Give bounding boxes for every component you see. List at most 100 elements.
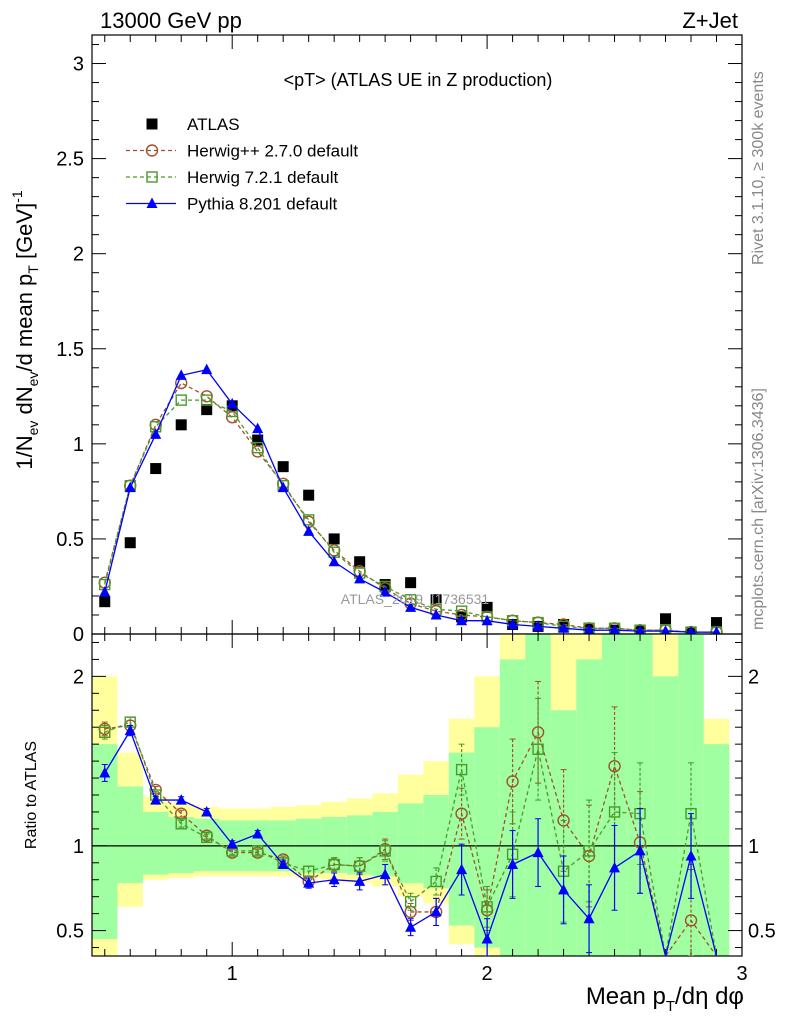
point-2-8 (302, 514, 315, 526)
point-3-8 (303, 525, 315, 536)
point-0-13 (430, 594, 442, 606)
x-axis-label: Mean pT/dη dφ (586, 983, 744, 1015)
ratio-point-2-2 (150, 794, 162, 805)
ratio-point-1-20 (608, 806, 621, 818)
ratio-point-1-0 (99, 726, 111, 738)
point-3-6 (252, 422, 264, 434)
legend-marker-2 (146, 171, 158, 183)
legend-marker-1 (145, 144, 159, 157)
point-3-18 (558, 622, 570, 633)
ratio-point-2-21 (634, 844, 646, 856)
point-3-22 (660, 625, 671, 634)
ratio-point-0-20 (608, 759, 621, 773)
ratio-point-2-20 (609, 861, 621, 873)
point-3-12 (405, 601, 417, 612)
y-tick-label: 1 (748, 836, 759, 858)
ratio-line-1 (104, 721, 718, 956)
point-3-5 (226, 397, 238, 409)
ratio-point-0-14 (455, 807, 468, 820)
svg-text:Mean pT/dη dφ: Mean pT/dη dφ (586, 983, 744, 1015)
point-0-11 (379, 579, 391, 591)
ratio-point-2-16 (507, 858, 519, 869)
ratio-point-2-1 (124, 724, 136, 736)
x-tick-label: 3 (736, 963, 747, 985)
x-tick-label: 1 (227, 963, 238, 985)
point-3-0 (99, 586, 111, 597)
legend: ATLAS Herwig++ 2.7.0 default Herwig 7.2.1 … (126, 115, 358, 214)
ratio-point-2-19 (583, 912, 595, 924)
point-3-10 (354, 572, 366, 584)
ratio-point-1-9 (328, 858, 340, 871)
y-tick-label: 1 (73, 836, 84, 858)
legend-label-3: Pythia 8.201 default (187, 195, 338, 214)
svg-text:1/Nev dNev/d mean pT [GeV]-1: 1/Nev dNev/d mean pT [GeV]-1 (9, 190, 41, 470)
point-0-1 (124, 537, 136, 549)
ratio-point-1-6 (251, 845, 264, 857)
y-tick-label: 2 (73, 244, 84, 266)
main-ylabel: 1/Nev dNev/d mean pT [GeV]-1 (9, 190, 41, 470)
point-3-1 (124, 481, 136, 493)
ratio-point-2-9 (328, 873, 340, 885)
header-right-label: Z+Jet (682, 8, 738, 33)
point-3-21 (635, 625, 645, 634)
ratio-point-2-7 (277, 858, 289, 869)
band-stat (703, 744, 730, 956)
ratio-point-2-10 (354, 875, 366, 886)
band-stat (168, 817, 194, 873)
point-0-12 (405, 577, 417, 589)
band-stat (142, 811, 169, 875)
point-3-9 (328, 555, 340, 567)
y-tick-label: 1 (73, 434, 84, 456)
chart-title: <pT> (ATLAS UE in Z production) (284, 70, 553, 90)
ratio-point-2-4 (201, 805, 213, 817)
ratio-panel: 0.5 0.5 1 1 2 2 1 2 3 (56, 633, 776, 985)
ratio-point-0-23 (684, 914, 698, 927)
point-0-9 (328, 533, 340, 545)
ratio-point-2-5 (226, 838, 238, 849)
point-3-24 (712, 626, 721, 634)
ratio-point-2-3 (175, 794, 187, 805)
legend-marker-0 (146, 118, 158, 130)
ratio-point-1-8 (302, 865, 315, 877)
legend-label-1: Herwig++ 2.7.0 default (187, 142, 358, 161)
point-2-3 (175, 394, 187, 406)
point-0-4 (201, 404, 213, 416)
point-3-20 (609, 624, 620, 634)
y-tick-label: 2.5 (56, 149, 84, 171)
rivet-label: Rivet 3.1.10, ≥ 300k events (750, 71, 767, 265)
ratio-point-1-12 (404, 896, 417, 908)
ratio-point-2-18 (558, 883, 570, 895)
point-3-4 (201, 363, 213, 375)
y-tick-label: 1.5 (56, 339, 84, 361)
point-2-4 (201, 394, 213, 406)
ratio-point-1-15 (481, 901, 493, 913)
ratio-point-1-13 (430, 875, 442, 888)
point-3-7 (277, 481, 289, 493)
y-tick-label: 0.5 (748, 921, 776, 943)
ratio-point-1-4 (201, 831, 213, 844)
point-0-24 (711, 617, 723, 629)
ratio-point-2-11 (379, 868, 391, 880)
ratio-point-1-11 (379, 845, 391, 857)
point-3-17 (532, 620, 544, 631)
legend-label-2: Herwig 7.2.1 default (187, 168, 338, 187)
y-tick-label: 0 (73, 624, 84, 646)
band-stat (193, 818, 220, 872)
ratio-point-2-13 (430, 905, 442, 917)
y-tick-label: 3 (73, 54, 84, 76)
y-tick-label: 2 (748, 666, 759, 688)
point-0-8 (303, 489, 315, 501)
ratio-point-2-8 (303, 877, 315, 888)
point-1-5 (225, 411, 239, 424)
header-left-label: 13000 GeV pp (100, 8, 242, 33)
band-stat (652, 676, 679, 956)
main-series (98, 363, 723, 634)
point-0-10 (354, 556, 366, 568)
main-panel: 0 0.5 1 1.5 2 2.5 3 (56, 34, 743, 646)
ratio-point-2-17 (532, 846, 544, 858)
y-tick-label: 2 (73, 666, 84, 688)
point-0-6 (252, 434, 264, 446)
point-0-7 (277, 461, 289, 473)
band-stat (397, 803, 424, 884)
